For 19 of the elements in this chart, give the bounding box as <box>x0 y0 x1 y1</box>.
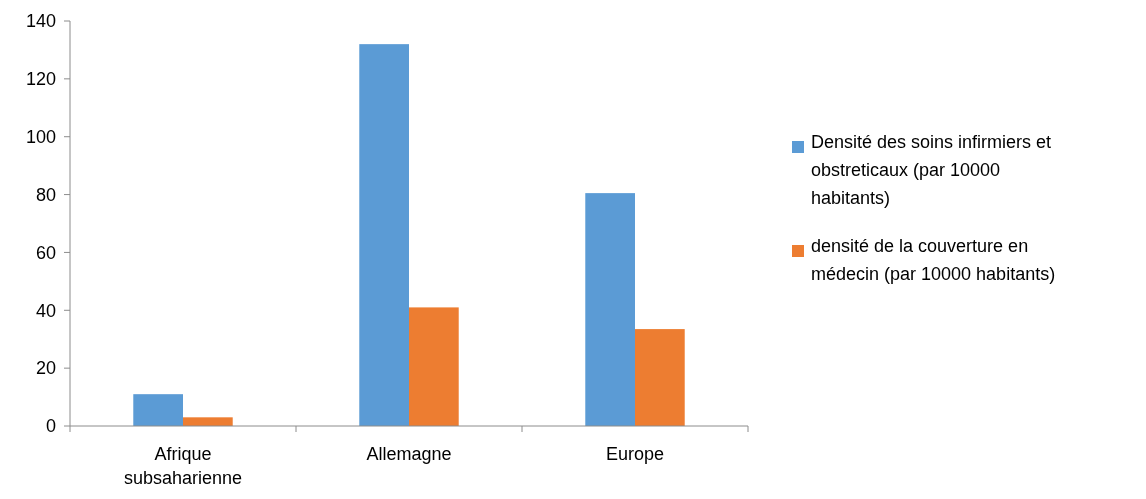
y-tick-label: 120 <box>25 69 56 90</box>
x-tick-label: Europe <box>605 444 665 464</box>
y-tick-label: 140 <box>25 11 56 32</box>
y-tick-label: 60 <box>35 242 56 263</box>
legend-label: densité de la couverture en médecin (par 10000 habitants) <box>811 236 1056 284</box>
bar <box>585 193 635 426</box>
y-tick-label: 0 <box>45 416 56 437</box>
y-tick-label: 20 <box>35 358 56 379</box>
bar <box>183 417 233 426</box>
x-tick-label: Afrique subsaharienne <box>123 444 243 488</box>
y-tick-label: 80 <box>35 184 56 205</box>
x-tick-label: Allemagne <box>366 444 452 464</box>
bar <box>635 329 685 426</box>
legend-label: Densité des soins infirmiers et obstreticaux (par 10000 habitants) <box>811 132 1052 208</box>
y-tick-label: 100 <box>25 127 56 148</box>
bar <box>409 307 459 426</box>
bar <box>133 394 183 426</box>
bar <box>359 44 409 426</box>
y-tick-label: 40 <box>35 300 56 321</box>
